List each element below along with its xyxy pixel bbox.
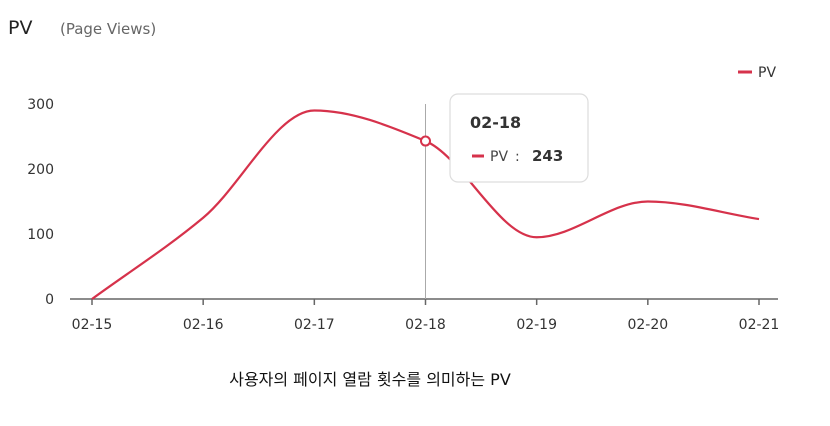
chart-subtitle: (Page Views): [60, 20, 156, 38]
legend-label: PV: [758, 65, 776, 81]
x-axis: 02-15 02-16 02-17 02-18 02-19 02-20 02-21: [70, 298, 780, 333]
x-tick-label: 02-16: [183, 317, 224, 333]
y-tick-label: 200: [27, 162, 54, 178]
tooltip-category: 02-18: [470, 113, 521, 132]
y-tick-label: 0: [45, 292, 54, 308]
x-tick-label: 02-19: [516, 317, 557, 333]
chart-title: PV: [8, 17, 32, 39]
x-tick-label: 02-21: [739, 317, 780, 333]
x-tick-label: 02-18: [405, 317, 446, 333]
x-tick-label: 02-15: [72, 317, 113, 333]
data-point-highlighted[interactable]: [420, 135, 431, 147]
tooltip-separator: :: [515, 149, 520, 165]
legend[interactable]: PV: [738, 65, 776, 81]
tooltip-series-name: PV: [490, 149, 508, 165]
y-tick-label: 100: [27, 227, 54, 243]
y-axis-ticks: 0 100 200 300: [27, 97, 54, 308]
x-tick-label: 02-20: [627, 317, 668, 333]
tooltip: 02-18 PV : 243: [449, 93, 589, 183]
y-tick-label: 300: [27, 97, 54, 113]
data-points: [420, 135, 431, 147]
chart-caption: 사용자의 페이지 열람 횟수를 의미하는 PV: [229, 370, 511, 389]
tooltip-value: 243: [532, 147, 563, 165]
tooltip-box: [449, 93, 589, 183]
x-tick-label: 02-17: [294, 317, 335, 333]
